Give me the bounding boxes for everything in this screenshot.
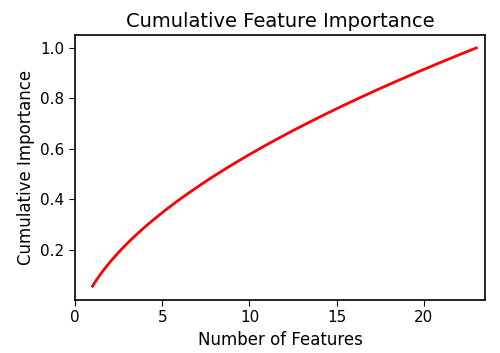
Y-axis label: Cumulative Importance: Cumulative Importance: [17, 70, 35, 265]
X-axis label: Number of Features: Number of Features: [198, 331, 362, 349]
Title: Cumulative Feature Importance: Cumulative Feature Importance: [126, 12, 434, 31]
